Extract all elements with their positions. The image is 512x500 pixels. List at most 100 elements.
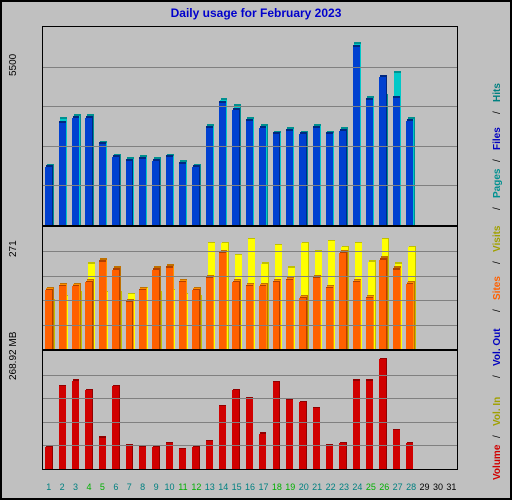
day-slot bbox=[404, 227, 417, 349]
day-slot bbox=[70, 27, 83, 225]
panel-hits-files bbox=[42, 26, 458, 226]
day-slot bbox=[83, 227, 96, 349]
x-tick: 29 bbox=[418, 482, 431, 492]
day-slot bbox=[203, 351, 216, 469]
files-bar bbox=[366, 100, 373, 225]
files-bar bbox=[232, 110, 239, 226]
day-slot bbox=[96, 27, 109, 225]
volume-bar bbox=[85, 390, 92, 469]
day-slot bbox=[96, 227, 109, 349]
sites-bar bbox=[72, 286, 79, 349]
files-bar bbox=[139, 159, 146, 225]
files-bar bbox=[406, 121, 413, 225]
day-slot bbox=[377, 227, 390, 349]
volume-bar bbox=[299, 402, 306, 469]
day-slot bbox=[56, 351, 69, 469]
files-bar bbox=[166, 157, 173, 225]
x-tick: 24 bbox=[351, 482, 364, 492]
sites-bar bbox=[366, 298, 373, 349]
day-slot bbox=[163, 227, 176, 349]
volume-bar bbox=[152, 447, 159, 469]
sites-bar bbox=[112, 270, 119, 349]
sites-bar bbox=[273, 282, 280, 349]
x-tick: 25 bbox=[364, 482, 377, 492]
x-tick: 20 bbox=[297, 482, 310, 492]
volume-bar bbox=[99, 438, 106, 469]
day-slot bbox=[283, 27, 296, 225]
x-tick: 14 bbox=[216, 482, 229, 492]
day-slot bbox=[217, 351, 230, 469]
x-tick: 21 bbox=[310, 482, 323, 492]
day-slot bbox=[324, 351, 337, 469]
day-slot bbox=[217, 27, 230, 225]
day-slot bbox=[417, 351, 430, 469]
files-bar bbox=[192, 167, 199, 225]
day-slot bbox=[404, 351, 417, 469]
volume-bar bbox=[339, 443, 346, 469]
legend-item-vol-out: Vol. Out bbox=[492, 328, 503, 366]
day-slot bbox=[43, 227, 56, 349]
x-tick: 28 bbox=[404, 482, 417, 492]
sites-bar bbox=[179, 282, 186, 349]
files-bar bbox=[259, 128, 266, 225]
day-slot bbox=[123, 351, 136, 469]
day-slot bbox=[337, 227, 350, 349]
x-tick: 9 bbox=[149, 482, 162, 492]
day-slot bbox=[444, 351, 457, 469]
files-bar bbox=[152, 161, 159, 225]
day-slot bbox=[43, 351, 56, 469]
day-slot bbox=[203, 227, 216, 349]
day-slot bbox=[350, 27, 363, 225]
day-slot bbox=[230, 27, 243, 225]
day-slot bbox=[56, 27, 69, 225]
day-slot bbox=[56, 227, 69, 349]
volume-bar bbox=[126, 445, 133, 469]
legend-item-hits: Hits bbox=[492, 83, 503, 102]
day-slot bbox=[217, 227, 230, 349]
day-slot bbox=[283, 227, 296, 349]
day-slot bbox=[150, 227, 163, 349]
legend-item-vol-in: Vol. In bbox=[492, 397, 503, 426]
day-slot bbox=[137, 351, 150, 469]
day-slot bbox=[310, 27, 323, 225]
legend-item-volume: Volume bbox=[492, 445, 503, 480]
day-slot bbox=[70, 351, 83, 469]
files-bar bbox=[313, 128, 320, 225]
day-slot bbox=[297, 351, 310, 469]
day-slot bbox=[123, 227, 136, 349]
day-slot bbox=[190, 27, 203, 225]
day-slot bbox=[150, 27, 163, 225]
day-slot bbox=[163, 27, 176, 225]
x-axis: 1234567891011121314151617181920212223242… bbox=[42, 482, 458, 492]
x-tick: 18 bbox=[270, 482, 283, 492]
x-tick: 16 bbox=[243, 482, 256, 492]
day-slot bbox=[177, 351, 190, 469]
panel-pages-visits-sites bbox=[42, 226, 458, 350]
sites-bar bbox=[232, 282, 239, 349]
files-bar bbox=[126, 161, 133, 225]
day-slot bbox=[70, 227, 83, 349]
x-tick: 30 bbox=[431, 482, 444, 492]
day-slot bbox=[110, 227, 123, 349]
x-tick: 5 bbox=[96, 482, 109, 492]
x-tick: 19 bbox=[284, 482, 297, 492]
x-tick: 17 bbox=[257, 482, 270, 492]
day-slot bbox=[444, 27, 457, 225]
day-slot bbox=[203, 27, 216, 225]
files-bar bbox=[246, 121, 253, 225]
day-slot bbox=[310, 351, 323, 469]
sites-bar bbox=[206, 278, 213, 349]
day-slot bbox=[324, 27, 337, 225]
x-tick: 13 bbox=[203, 482, 216, 492]
day-slot bbox=[417, 227, 430, 349]
volume-bar bbox=[166, 443, 173, 469]
volume-bar bbox=[219, 406, 226, 469]
day-slot bbox=[257, 227, 270, 349]
day-slot bbox=[364, 27, 377, 225]
files-bar bbox=[393, 98, 400, 225]
x-tick: 8 bbox=[136, 482, 149, 492]
volume-bar bbox=[232, 390, 239, 469]
day-slot bbox=[390, 227, 403, 349]
day-slot bbox=[150, 351, 163, 469]
chart-container: Daily usage for February 2023 5500 271 2… bbox=[0, 0, 512, 500]
